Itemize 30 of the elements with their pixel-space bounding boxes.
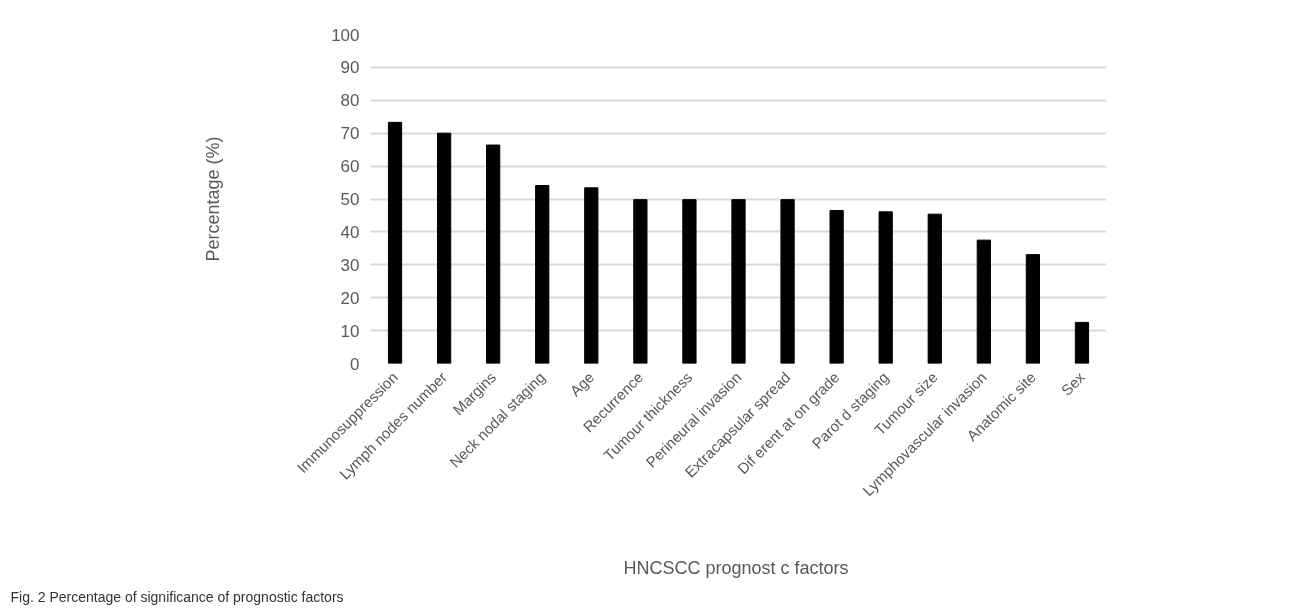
y-tick-label: 20 (340, 288, 360, 308)
bar (878, 211, 893, 364)
y-tick-label: 30 (340, 255, 360, 275)
y-tick-label: 90 (340, 58, 360, 78)
bar (1025, 254, 1041, 364)
y-tick-label: 100 (331, 25, 360, 45)
y-tick-label: 0 (350, 354, 360, 374)
bar (387, 121, 403, 364)
bar (780, 199, 795, 364)
y-tick-label: 50 (340, 190, 360, 209)
bar (633, 199, 648, 364)
y-tick-label: 40 (340, 222, 360, 242)
y-tick-label: 60 (340, 157, 360, 177)
y-axis-title: Percentage (%) (203, 136, 224, 262)
bar (1074, 321, 1090, 364)
caption: Fig. 2 Percentage of significance of prognostic factors (10, 588, 344, 605)
y-tick-label: 70 (340, 124, 360, 144)
bar (584, 187, 599, 364)
bar (731, 199, 746, 364)
bar (976, 239, 991, 364)
bar (829, 210, 844, 364)
y-tick-label: 10 (340, 321, 360, 341)
bar (486, 144, 501, 364)
x-tick-label: Sex (1057, 368, 1089, 399)
bar (682, 199, 697, 364)
bar (535, 185, 550, 364)
y-tick-label: 80 (340, 91, 360, 111)
x-axis-title: HNCSCC prognost c factors (623, 558, 849, 579)
bar (927, 213, 942, 364)
bar (436, 132, 452, 364)
